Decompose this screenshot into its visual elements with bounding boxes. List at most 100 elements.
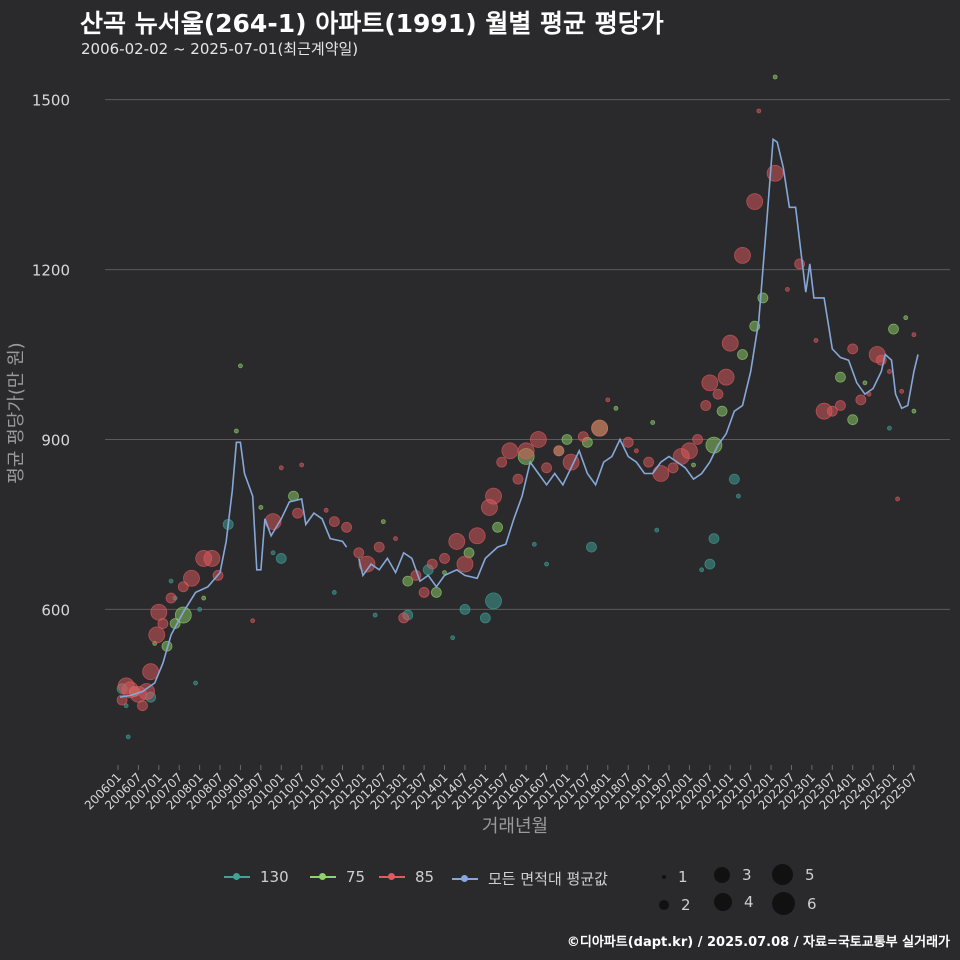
point-75 [888,323,899,335]
legend-label: 130 [260,868,289,886]
point-75 [258,505,264,510]
point-85 [328,516,340,528]
point-85 [530,431,547,448]
point-85 [605,397,611,403]
point-75 [691,462,696,468]
point-85 [426,558,438,570]
point-85 [681,442,698,460]
point-85 [148,626,166,644]
legend-key-75 [308,869,338,885]
point-85 [701,374,719,392]
point-85 [150,603,168,621]
size-dot [772,864,793,885]
point-75 [380,519,386,525]
point-85 [591,419,609,437]
y-tick-label: 1500 [32,92,70,110]
point-130 [275,553,287,564]
point-85 [137,700,148,712]
point-85 [398,612,410,624]
average-line-segment [119,441,348,698]
point-85 [183,569,200,587]
point-75 [835,371,846,383]
size-label: 6 [807,894,817,913]
legend-label: 85 [415,868,435,886]
x-axis-ticks: 2006012006072007012007072008012008072009… [82,765,920,813]
point-85 [116,694,128,706]
size-label: 1 [678,868,688,886]
y-tick-label: 1200 [32,262,70,280]
point-130 [544,561,549,567]
point-85 [203,550,221,567]
point-85 [553,445,565,457]
footer-credit: ©디아파트(dapt.kr) / 2025.07.08 / 자료=국토교통부 실… [566,935,950,950]
grid-lines [105,99,950,610]
point-75 [174,606,192,624]
point-85 [517,442,535,460]
point-85 [299,462,305,468]
legend-size-2: 2 [659,896,691,914]
size-label: 5 [805,865,815,884]
legend-key-85 [377,869,407,885]
point-75 [492,521,503,533]
point-85 [633,448,639,454]
point-85 [746,193,764,211]
point-130 [531,541,537,547]
legend-item-average: 모든 면적대 평균값 [450,868,608,889]
point-85 [393,536,398,542]
point-85 [756,108,762,114]
legend-item-85: 85 [377,868,434,886]
legend-dot [233,873,240,880]
point-85 [373,541,385,553]
point-85 [652,465,670,482]
point-75 [903,315,909,321]
point-85 [250,618,256,624]
point-75 [772,74,778,80]
point-130 [125,734,131,740]
point-130 [654,527,660,533]
point-130 [699,567,705,573]
point-130 [331,590,337,595]
point-85 [734,247,751,264]
y-tick-label: 900 [41,431,70,449]
legend-size-1: 1 [662,868,688,886]
x-axis-label: 거래년월 [482,816,548,837]
point-85 [278,465,284,471]
point-85 [692,434,703,445]
point-85 [887,369,892,374]
legend-size-3: 3 [714,866,752,884]
size-dot [662,875,666,879]
point-85 [418,587,430,598]
point-130 [479,612,491,624]
size-label: 4 [744,893,754,911]
legend-dot [461,874,468,882]
point-85 [911,332,917,338]
point-75 [705,436,723,454]
point-85 [721,334,739,352]
point-85 [826,405,838,417]
point-130 [728,473,740,485]
point-130 [372,612,378,618]
point-130 [887,425,892,431]
point-85 [138,683,155,700]
point-75 [402,575,414,587]
point-75 [716,405,728,417]
point-130 [193,680,198,686]
point-75 [650,420,656,425]
point-75 [862,380,868,386]
point-85 [485,487,502,505]
average-line [119,137,919,698]
size-dot [772,892,795,915]
legend-key-130 [222,869,252,885]
point-130 [123,703,129,709]
point-75 [757,292,769,304]
point-85 [712,388,724,400]
point-85 [643,456,655,468]
point-85 [717,368,735,386]
point-85 [456,555,474,573]
legend-label: 모든 면적대 평균값 [488,870,608,888]
point-130 [736,493,741,499]
point-75 [847,414,859,426]
point-75 [911,408,917,414]
point-75 [201,595,207,601]
